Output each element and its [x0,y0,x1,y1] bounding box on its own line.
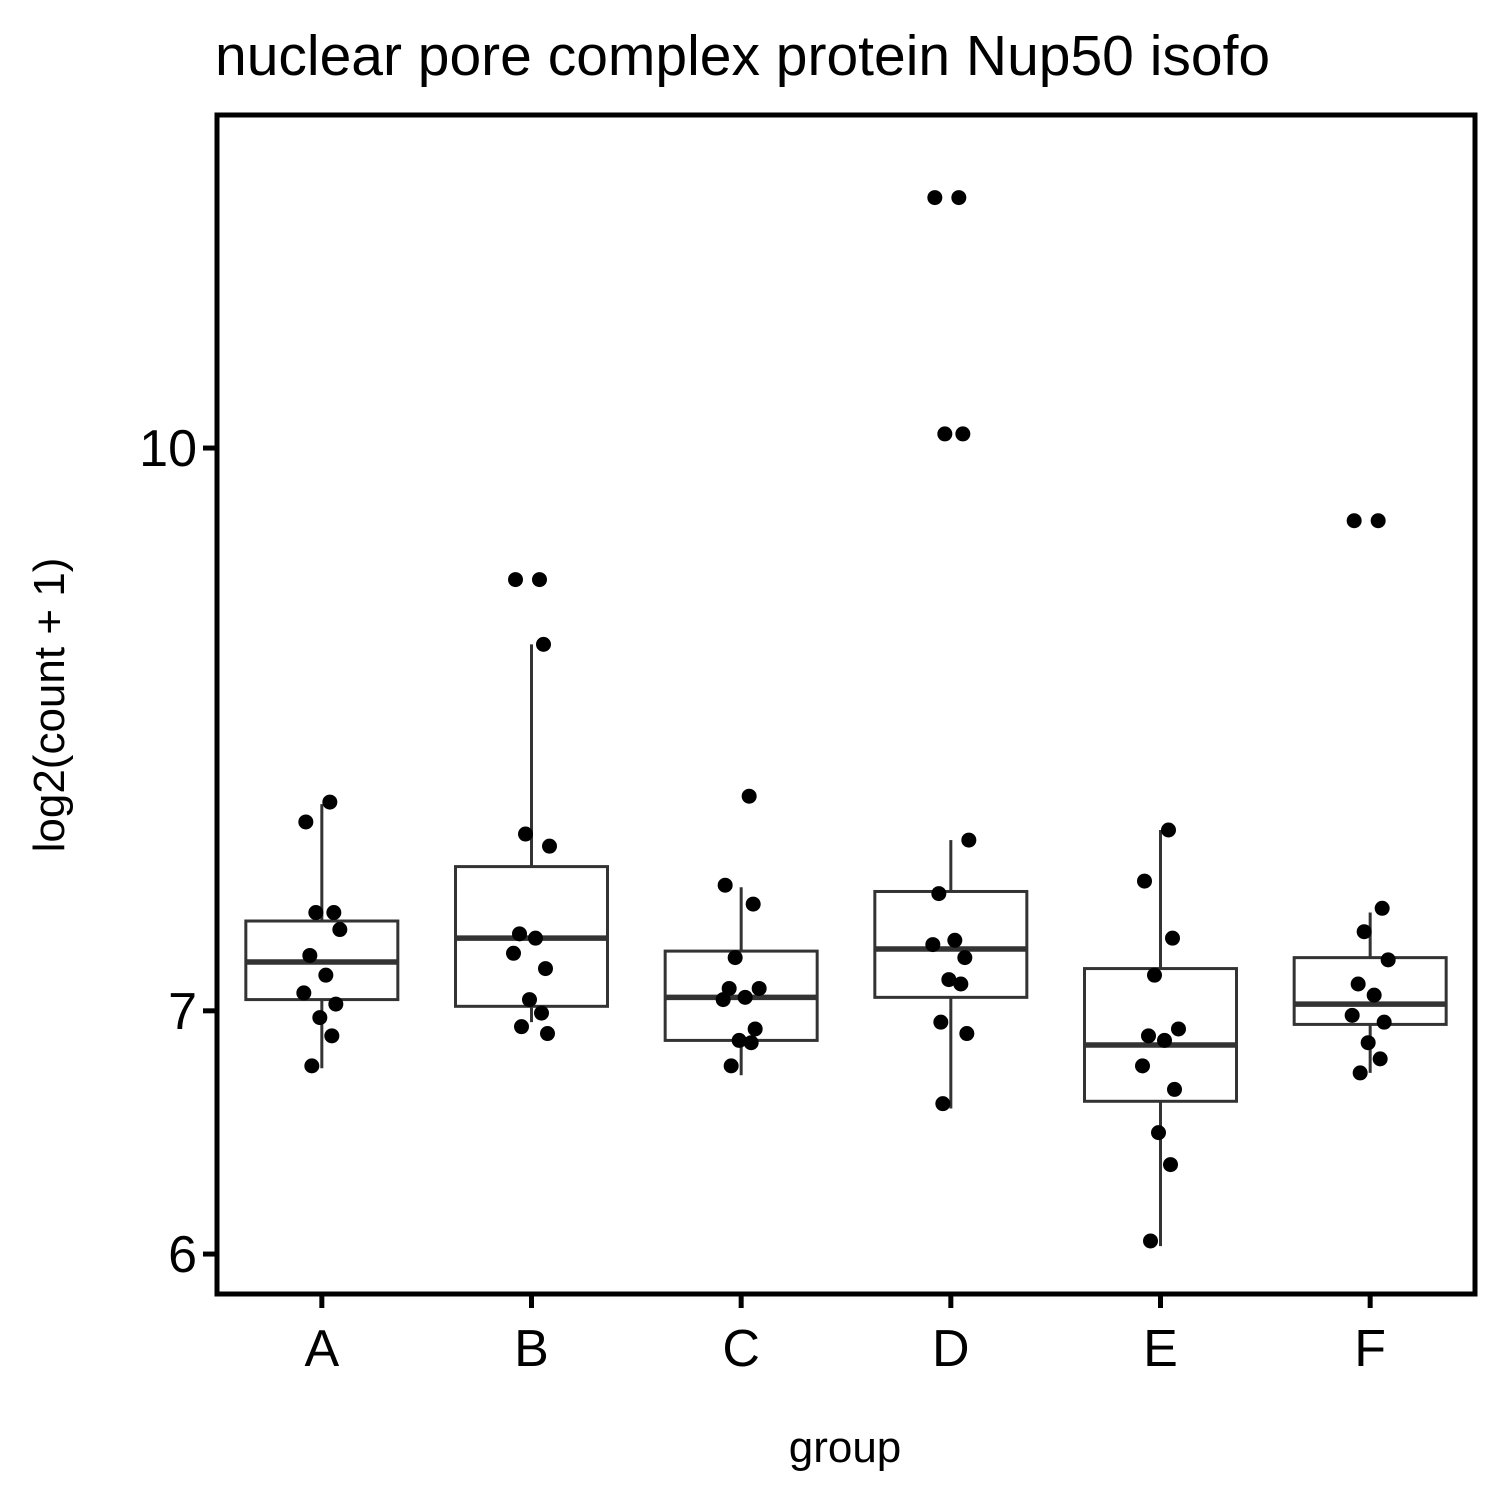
data-point-C [745,896,761,912]
chart-title: nuclear pore complex protein Nup50 isofo [215,24,1270,88]
data-point-B [534,1005,549,1021]
data-point-B [522,992,537,1008]
data-point-F [1366,987,1382,1003]
data-point-F [1350,976,1366,992]
data-point-F [1344,1007,1360,1023]
data-point-A [326,905,342,921]
data-point-F [1360,1035,1376,1051]
data-point-E [1147,967,1162,983]
data-point-D [935,1096,951,1112]
data-point-C [743,1035,759,1051]
data-point-E [1137,873,1152,889]
data-point-D [961,832,977,848]
data-point-D [927,190,943,206]
x-tick-label: D [932,1320,970,1378]
data-point-E [1151,1125,1166,1141]
y-tick-label: 10 [139,420,197,478]
data-point-F [1370,513,1386,529]
data-point-B [540,1026,555,1042]
data-point-A [332,922,348,938]
data-point-E [1167,1081,1182,1097]
data-point-F [1356,924,1372,940]
data-point-C [741,788,757,804]
data-point-F [1380,952,1396,968]
data-point-C [715,992,731,1008]
data-point-A [322,794,338,810]
data-point-D [957,950,973,966]
data-point-E [1163,1157,1178,1173]
points-layer [296,190,1396,1249]
data-point-A [302,947,318,963]
y-tick-label: 7 [168,983,197,1041]
data-point-B [508,572,523,588]
data-point-E [1143,1233,1158,1249]
data-point-A [318,967,334,983]
data-point-C [737,989,753,1005]
plot-panel [214,112,1478,1297]
y-axis: 6 7 10 [139,420,217,1284]
box-A [244,804,400,1069]
x-tick-label: E [1143,1320,1178,1378]
x-tick-label: A [304,1320,339,1378]
data-point-F [1372,1051,1388,1067]
box-D [873,840,1029,1109]
data-point-C [721,980,737,996]
data-point-B [518,826,533,842]
x-axis-title: group [789,1423,902,1472]
data-point-B [538,961,553,977]
data-point-E [1165,930,1180,946]
data-point-D [951,190,967,206]
data-point-A [308,905,324,921]
data-point-C [727,950,743,966]
data-point-D [937,426,953,442]
x-tick-label: C [722,1320,760,1378]
data-point-D [933,1014,949,1030]
data-point-D [941,972,957,988]
data-point-B [528,930,543,946]
y-tick-label: 6 [168,1226,197,1284]
data-point-E [1157,1032,1172,1048]
data-point-B [506,945,521,961]
x-tick-label: B [514,1320,549,1378]
data-point-F [1346,513,1362,529]
boxes-layer [244,644,1448,1247]
data-point-B [542,838,557,854]
x-axis: A B C D E F [304,1294,1386,1378]
data-point-C [747,1021,763,1037]
data-point-B [532,572,547,588]
data-point-E [1141,1028,1156,1044]
data-point-A [312,1010,328,1026]
data-point-B [514,1019,529,1035]
data-point-E [1135,1058,1150,1074]
data-point-D [955,426,971,442]
data-point-D [947,932,963,948]
data-point-A [328,996,344,1012]
data-point-C [723,1058,739,1074]
data-point-E [1171,1021,1186,1037]
data-point-E [1161,822,1176,838]
data-point-A [324,1028,340,1044]
y-axis-title: log2(count + 1) [25,558,74,853]
data-point-F [1376,1014,1392,1030]
data-point-C [731,1032,747,1048]
data-point-D [953,976,969,992]
data-point-F [1374,900,1390,916]
data-point-A [296,985,312,1001]
data-point-A [304,1058,320,1074]
data-point-B [512,926,527,942]
data-point-A [298,814,314,830]
data-point-C [751,980,767,996]
data-point-D [931,886,947,902]
data-point-C [717,877,733,893]
data-point-D [959,1026,975,1042]
data-point-B [536,636,551,652]
data-point-D [925,937,941,953]
x-tick-label: F [1354,1320,1386,1378]
data-point-F [1352,1065,1368,1081]
